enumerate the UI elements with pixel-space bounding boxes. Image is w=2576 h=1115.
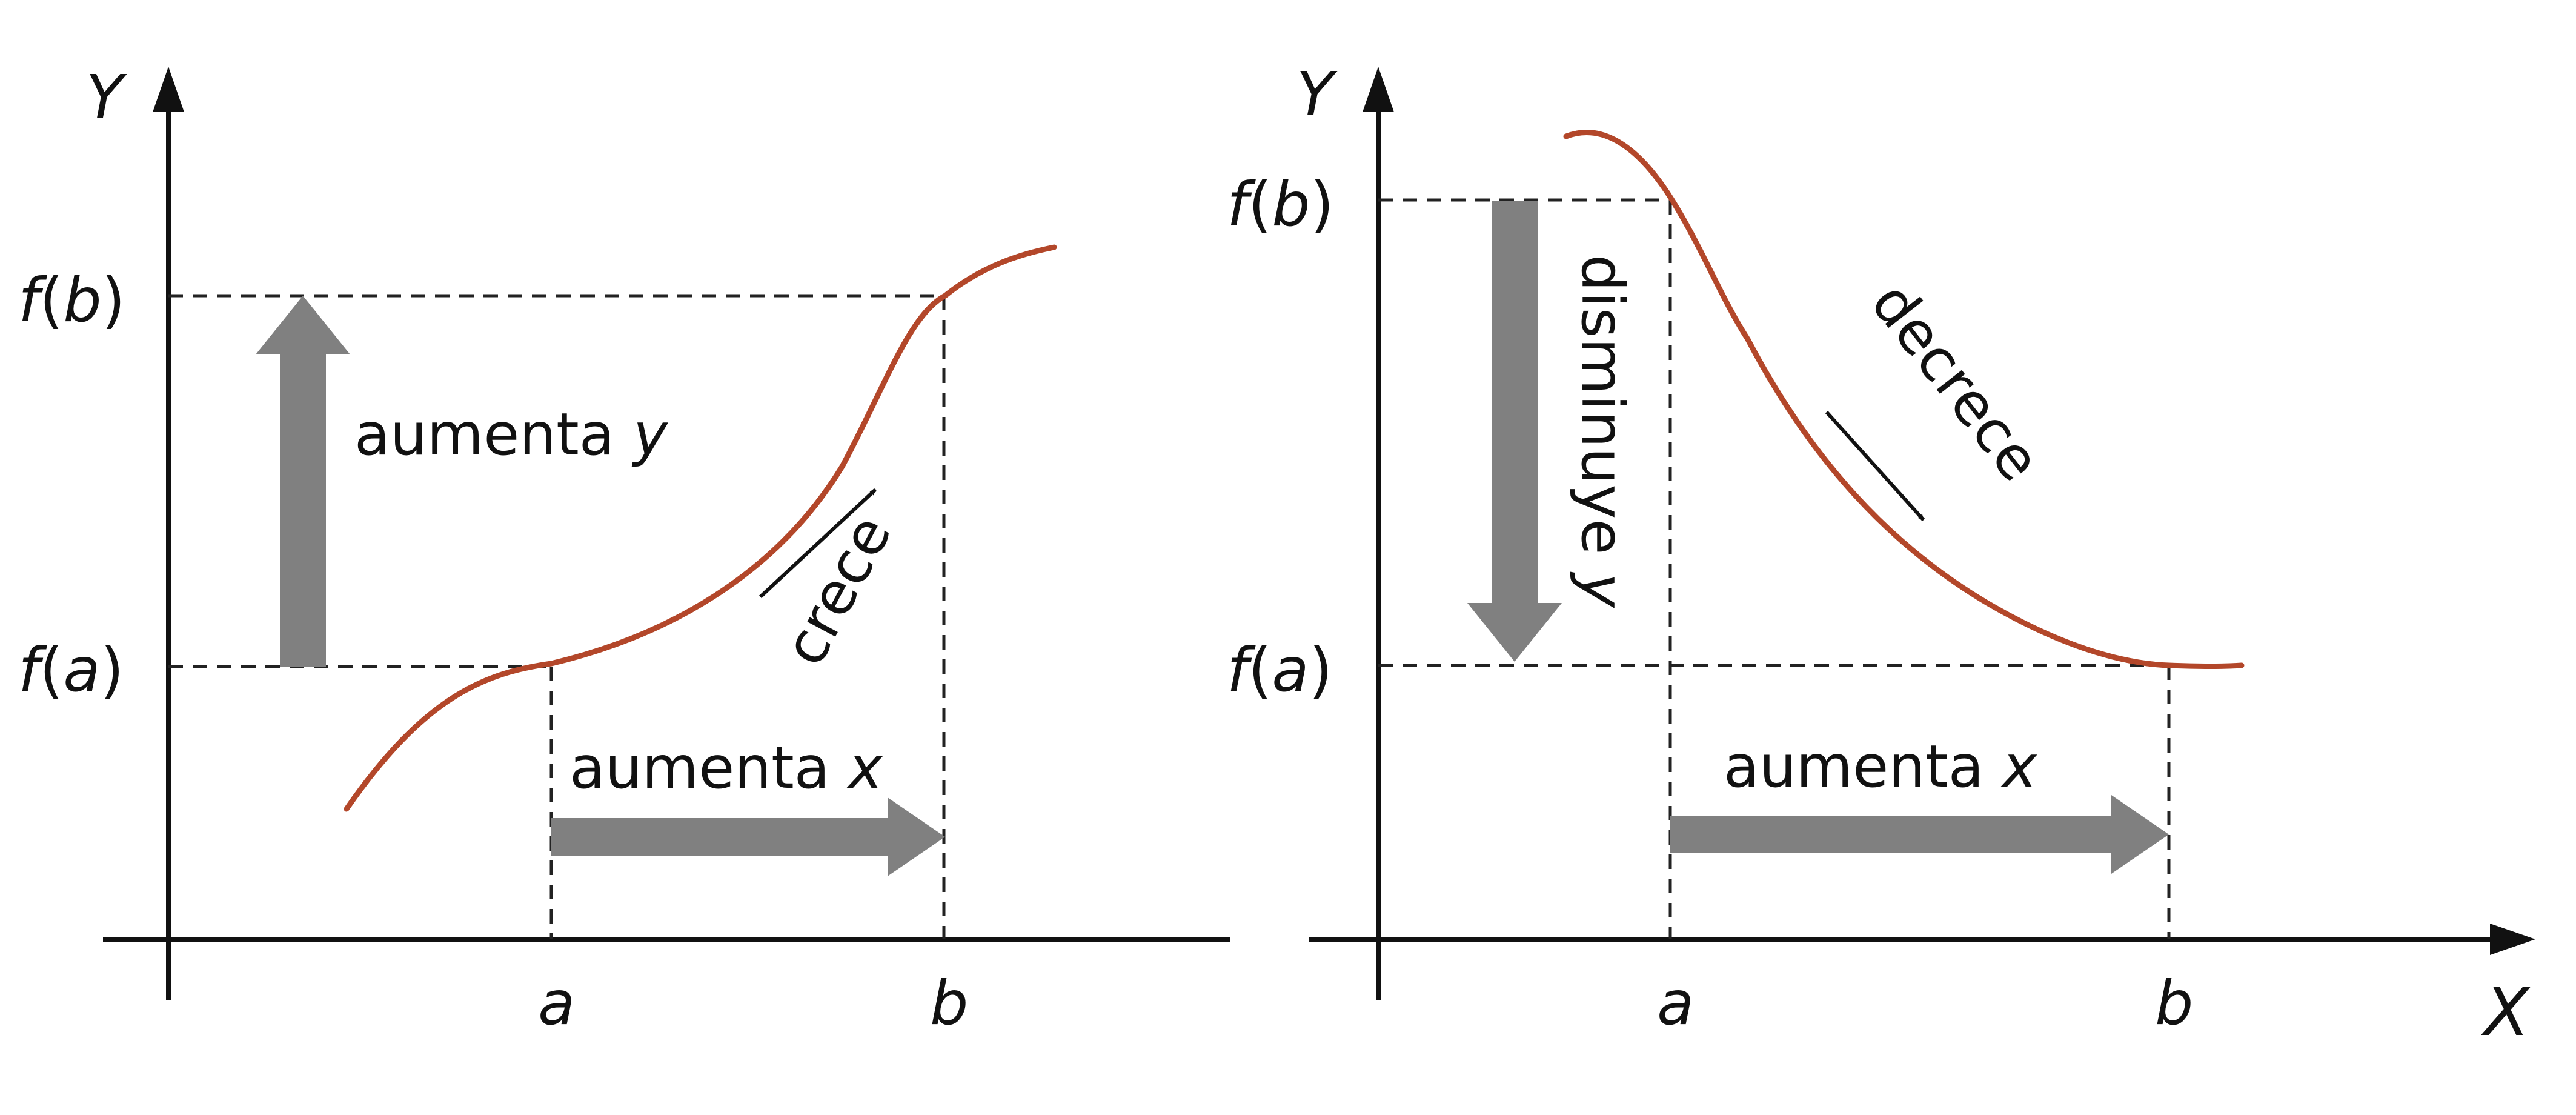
right-fb-close: ) — [1310, 169, 1334, 240]
right-panel: Y X f(b) f(a) a b disminuye y aumenta x … — [1227, 59, 2535, 1051]
left-y-axis-arrowhead — [153, 67, 184, 112]
right-down-arrow — [1467, 201, 1562, 662]
left-fb-label: f(b) — [18, 265, 125, 336]
right-a-tick-label: a — [1657, 968, 1694, 1039]
right-down-arrow-text: disminuye — [1569, 255, 1636, 554]
left-up-arrow — [256, 296, 350, 667]
left-direction-arrow — [759, 488, 877, 599]
left-fb-open: ( — [39, 265, 63, 336]
right-y-axis-label: Y — [1296, 59, 1338, 130]
left-panel: Y f(b) f(a) a b aumenta y aumenta x crec… — [18, 62, 1230, 1039]
left-fb-close: ) — [102, 265, 125, 336]
left-up-arrow-label: aumenta y — [354, 401, 668, 468]
right-fb-var: b — [1272, 169, 1310, 240]
left-fb-var: b — [63, 265, 101, 336]
left-right-arrow-var: x — [846, 734, 883, 802]
left-b-tick-label: b — [930, 968, 968, 1039]
right-right-arrow-label: aumenta x — [1724, 733, 2037, 800]
left-guide-lines — [168, 294, 946, 939]
right-direction-arrow — [1825, 410, 1925, 522]
right-fa-close: ) — [1309, 634, 1333, 705]
right-curve-label: decrece — [1858, 270, 2054, 493]
right-fa-open: ( — [1248, 634, 1272, 705]
right-fa-label: f(a) — [1227, 634, 1333, 705]
left-up-arrow-text: aumenta — [354, 401, 615, 468]
right-y-axis-arrowhead — [1363, 67, 1394, 112]
right-fb-open: ( — [1248, 169, 1272, 240]
right-right-arrow-var: x — [2000, 733, 2037, 800]
right-right-arrow — [1670, 795, 2169, 874]
left-fa-close: ) — [101, 634, 124, 705]
right-fa-var: a — [1272, 634, 1309, 705]
left-increasing-curve — [344, 244, 1057, 812]
right-down-arrow-label: disminuye y — [1569, 255, 1636, 608]
right-x-axis-label: X — [2481, 973, 2531, 1051]
right-decreasing-curve — [1563, 130, 2245, 669]
left-right-arrow-label: aumenta x — [569, 734, 883, 802]
right-down-arrow-var: y — [1569, 571, 1636, 608]
left-fa-var: a — [63, 634, 100, 705]
right-b-tick-label: b — [2155, 968, 2193, 1039]
right-right-arrow-text: aumenta — [1724, 733, 1984, 800]
right-x-axis-arrowhead — [2490, 924, 2535, 955]
left-right-arrow — [551, 797, 945, 876]
left-right-arrow-text: aumenta — [569, 734, 830, 802]
left-fa-open: ( — [39, 634, 63, 705]
left-a-tick-label: a — [538, 968, 575, 1039]
left-fa-label: f(a) — [18, 634, 124, 705]
right-fb-label: f(b) — [1227, 169, 1334, 240]
left-y-axis-label: Y — [86, 62, 127, 133]
left-up-arrow-var: y — [631, 401, 668, 468]
